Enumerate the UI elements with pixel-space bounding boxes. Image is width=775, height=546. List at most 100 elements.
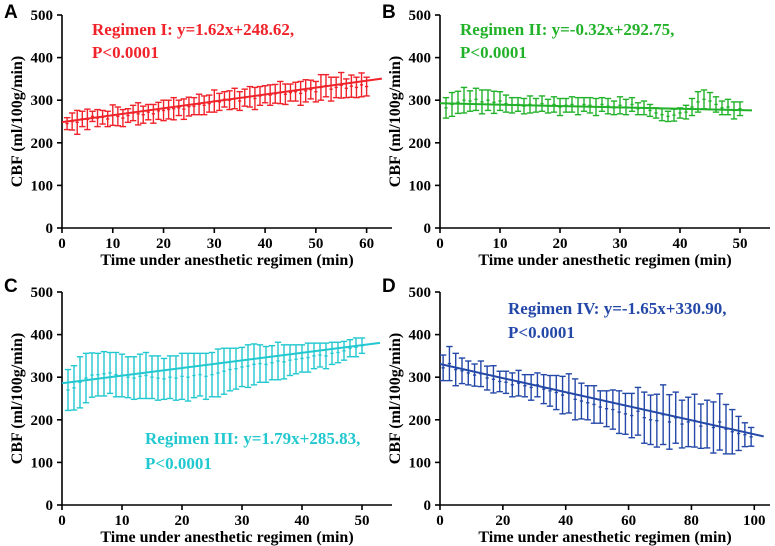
regression-line <box>439 363 764 438</box>
data-point <box>590 385 598 424</box>
data-point <box>251 86 259 111</box>
data-point <box>628 392 635 439</box>
data-point <box>148 355 156 400</box>
data-point <box>208 351 216 398</box>
data-point <box>527 373 535 401</box>
data-point <box>652 107 660 119</box>
data-point <box>471 363 478 387</box>
data-point <box>304 342 312 373</box>
data-point <box>465 360 472 386</box>
data-point <box>490 364 497 394</box>
panel-letter: A <box>4 2 18 23</box>
y-tick-label: 400 <box>409 51 432 67</box>
data-point <box>160 99 167 122</box>
y-tick-label: 0 <box>424 221 432 237</box>
data-point <box>328 341 336 366</box>
x-tick-label: 30 <box>235 513 250 529</box>
regression-line <box>61 77 382 124</box>
data-point <box>646 103 654 118</box>
data-point <box>559 375 566 415</box>
data-point <box>274 341 282 381</box>
data-point <box>64 368 72 412</box>
x-tick-label: 20 <box>175 513 190 529</box>
y-tick-label: 0 <box>424 498 432 514</box>
panel-a: A 0 100 200 300 400 500 0 10 20 30 40 50 60 Time under… <box>4 2 392 269</box>
y-tick-label: 400 <box>31 51 54 67</box>
data-point <box>343 78 350 99</box>
y-tick-label: 100 <box>409 455 432 471</box>
data-point <box>142 351 150 400</box>
data-point <box>724 98 732 116</box>
panel-d: D 0 100 200 300 400 500 0 20 40 60 80 100 Time under … <box>382 276 770 546</box>
p-value: P<0.0001 <box>460 43 527 62</box>
y-tick-label: 500 <box>409 8 432 24</box>
x-axis-title: Time under anesthetic regimen (min) <box>100 529 353 546</box>
data-point <box>688 97 696 117</box>
data-point <box>616 96 624 115</box>
data-point <box>214 348 222 398</box>
x-tick-label: 0 <box>436 236 444 252</box>
equation-formula: y=-0.32x+292.75, <box>552 20 675 39</box>
data-point <box>521 373 529 398</box>
p-value: P<0.0001 <box>508 323 575 342</box>
y-axis-title: CBF (ml/100g/min) <box>387 333 404 464</box>
y-tick-label: 500 <box>31 285 54 301</box>
x-tick-label: 60 <box>359 236 374 252</box>
data-point <box>74 109 81 135</box>
data-point <box>170 96 177 121</box>
data-point <box>578 382 585 420</box>
data-point <box>89 110 96 123</box>
data-point <box>568 96 576 113</box>
data-point <box>310 342 318 370</box>
equation-label: Regimen I: <box>92 20 177 39</box>
data-point <box>136 353 144 400</box>
data-point <box>185 96 193 117</box>
data-point <box>452 352 459 387</box>
data-point <box>540 373 547 405</box>
y-tick-label: 200 <box>409 136 432 152</box>
y-tick-label: 200 <box>31 136 54 152</box>
data-point <box>76 356 84 409</box>
y-tick-label: 400 <box>31 328 54 344</box>
data-point <box>716 393 723 451</box>
data-point <box>515 369 522 397</box>
x-tick-label: 40 <box>558 513 573 529</box>
y-tick-label: 0 <box>46 221 54 237</box>
data-point <box>155 101 162 121</box>
data-point <box>664 110 672 123</box>
data-point <box>622 392 629 435</box>
y-axis-title: CBF (ml/100g/min) <box>387 56 404 187</box>
data-point <box>658 108 666 122</box>
data-point <box>697 403 705 450</box>
x-tick-label: 10 <box>493 236 508 252</box>
y-tick-label: 200 <box>409 413 432 429</box>
x-tick-label: 20 <box>495 513 510 529</box>
x-tick-label: 10 <box>105 236 120 252</box>
data-point <box>244 344 252 389</box>
x-tick-label: 60 <box>621 513 636 529</box>
data-point <box>735 415 742 452</box>
data-point <box>332 76 340 99</box>
data-point <box>150 103 157 124</box>
y-tick-label: 300 <box>409 93 432 109</box>
data-point <box>63 116 71 131</box>
regression-line <box>61 341 381 385</box>
data-point <box>478 89 486 115</box>
data-point <box>232 347 240 390</box>
data-point <box>597 390 604 424</box>
panel-letter: B <box>382 2 396 23</box>
data-point <box>729 408 736 455</box>
data-point <box>190 352 198 399</box>
data-point <box>700 89 708 110</box>
panel-letter: D <box>382 276 396 297</box>
x-tick-label: 50 <box>308 236 323 252</box>
data-point <box>184 352 192 402</box>
data-point <box>334 341 342 364</box>
data-point <box>298 344 306 373</box>
y-tick-label: 400 <box>409 328 432 344</box>
data-point <box>346 339 354 358</box>
data-point <box>439 354 447 382</box>
